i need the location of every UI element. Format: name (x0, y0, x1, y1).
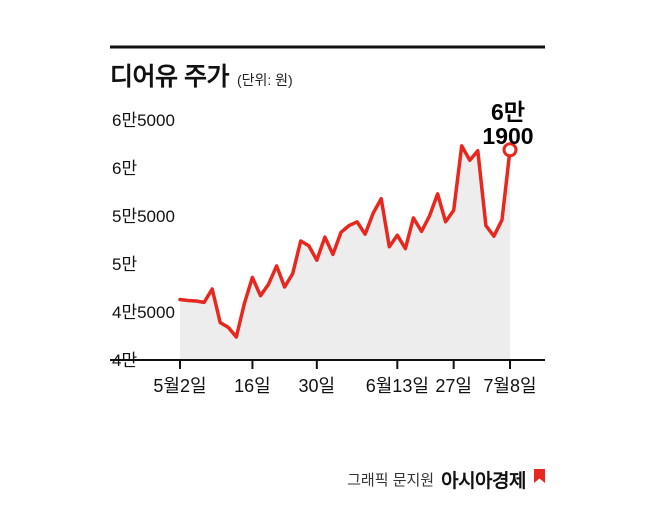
brand-name: 아시아경제 (441, 471, 526, 492)
last-price-line2: 1900 (482, 123, 534, 150)
y-tick-label: 5만 (112, 255, 137, 274)
y-tick-label: 6만 (112, 159, 137, 178)
y-tick-label: 4만5000 (112, 303, 175, 322)
x-tick-label: 7월8일 (483, 376, 536, 396)
chart-title: 디어유 주가 (110, 63, 229, 91)
y-tick-label: 4만 (112, 351, 137, 370)
x-tick-label: 6월13일 (366, 376, 429, 396)
y-tick-label: 6만5000 (112, 111, 175, 130)
last-price-annotation: 6만 1900 (458, 100, 558, 148)
last-price-line1: 6만 (491, 99, 525, 125)
chart-header: 디어유 주가 (단위: 원) (110, 57, 293, 93)
x-tick-label: 30일 (299, 376, 336, 396)
price-area-fill (180, 145, 510, 360)
x-tick-label: 16일 (234, 376, 271, 396)
x-tick-label: 5월2일 (153, 376, 206, 396)
credit-line: 그래픽 문지원 아시아경제 (347, 466, 545, 493)
chart-unit-label: (단위: 원) (236, 72, 293, 88)
y-tick-label: 5만5000 (112, 207, 175, 226)
x-tick-label: 27일 (435, 376, 472, 396)
last-point-marker (502, 142, 518, 158)
asiae-flag-icon (534, 468, 545, 483)
credit-author: 그래픽 문지원 (347, 472, 435, 489)
price-line (178, 144, 512, 339)
